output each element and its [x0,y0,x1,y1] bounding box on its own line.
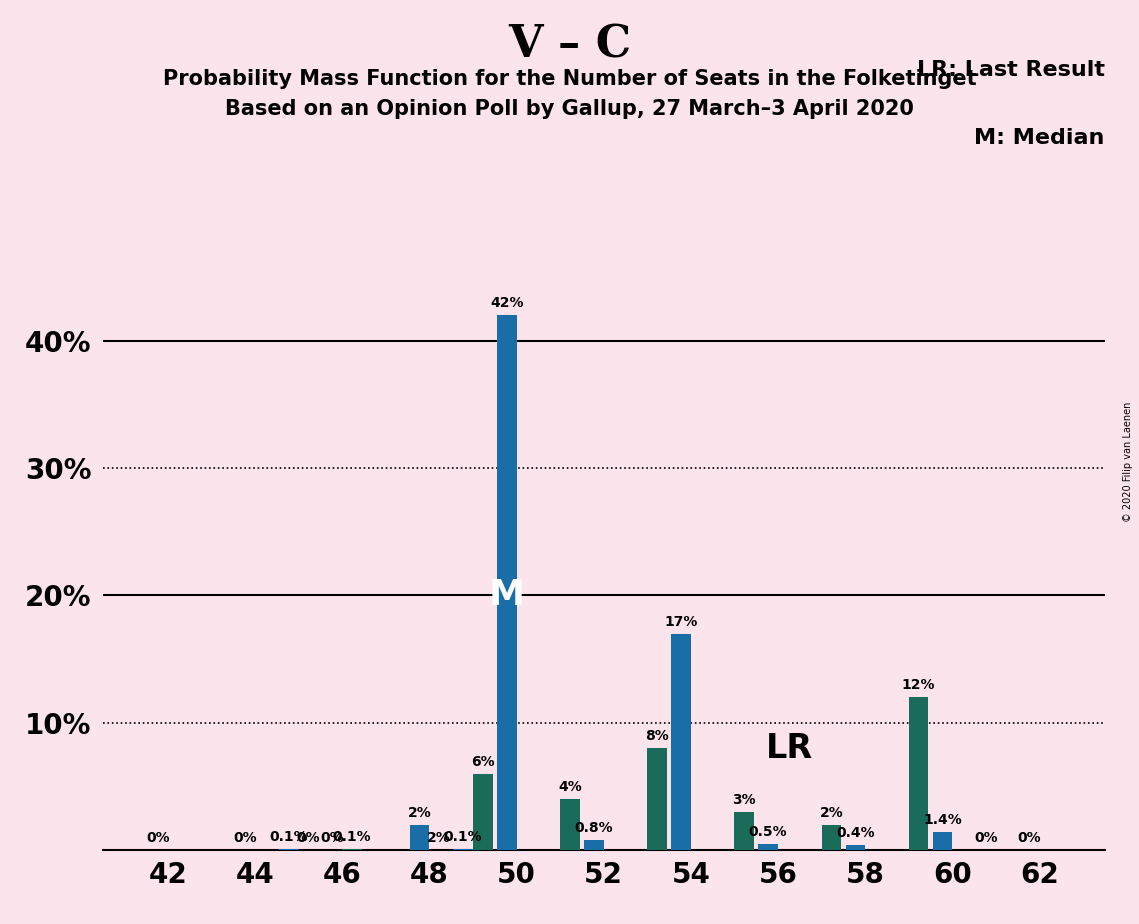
Text: 0.8%: 0.8% [574,821,613,834]
Bar [647,748,666,850]
Bar [410,824,429,850]
Text: 0%: 0% [1018,831,1041,845]
Text: 0.4%: 0.4% [836,826,875,840]
Text: 0%: 0% [233,831,257,845]
Text: Based on an Opinion Poll by Gallup, 27 March–3 April 2020: Based on an Opinion Poll by Gallup, 27 M… [226,99,913,119]
Text: V – C: V – C [508,23,631,67]
Text: LR: LR [767,732,813,765]
Text: 0.1%: 0.1% [444,830,483,844]
Text: 1.4%: 1.4% [923,813,961,827]
Bar [933,833,952,850]
Bar [909,698,928,850]
Text: 0.5%: 0.5% [748,824,787,839]
Bar [473,773,492,850]
Bar [759,844,778,850]
Text: 0%: 0% [296,831,320,845]
Bar [342,849,362,850]
Text: 42%: 42% [490,297,524,310]
Text: 12%: 12% [902,678,935,692]
Text: 0%: 0% [146,831,170,845]
Text: LR: Last Result: LR: Last Result [917,59,1105,79]
Bar [845,845,866,850]
Text: M: Median: M: Median [975,128,1105,148]
Bar [497,315,516,850]
Bar [560,799,580,850]
Text: 6%: 6% [470,755,494,769]
Text: 0%: 0% [974,831,998,845]
Text: 4%: 4% [558,780,582,794]
Text: 17%: 17% [664,614,698,628]
Text: © 2020 Filip van Laenen: © 2020 Filip van Laenen [1123,402,1133,522]
Bar [735,812,754,850]
Text: 3%: 3% [732,793,756,807]
Bar [279,849,298,850]
Bar [821,824,842,850]
Text: 0.1%: 0.1% [333,830,371,844]
Text: M: M [489,578,525,613]
Bar [453,849,473,850]
Text: 2%: 2% [819,806,843,820]
Text: 0%: 0% [320,831,344,845]
Bar [584,840,604,850]
Text: Probability Mass Function for the Number of Seats in the Folketinget: Probability Mass Function for the Number… [163,69,976,90]
Text: 2%: 2% [427,831,451,845]
Text: 8%: 8% [645,729,669,743]
Bar [671,634,691,850]
Text: 0.1%: 0.1% [270,830,309,844]
Text: 2%: 2% [408,806,432,820]
